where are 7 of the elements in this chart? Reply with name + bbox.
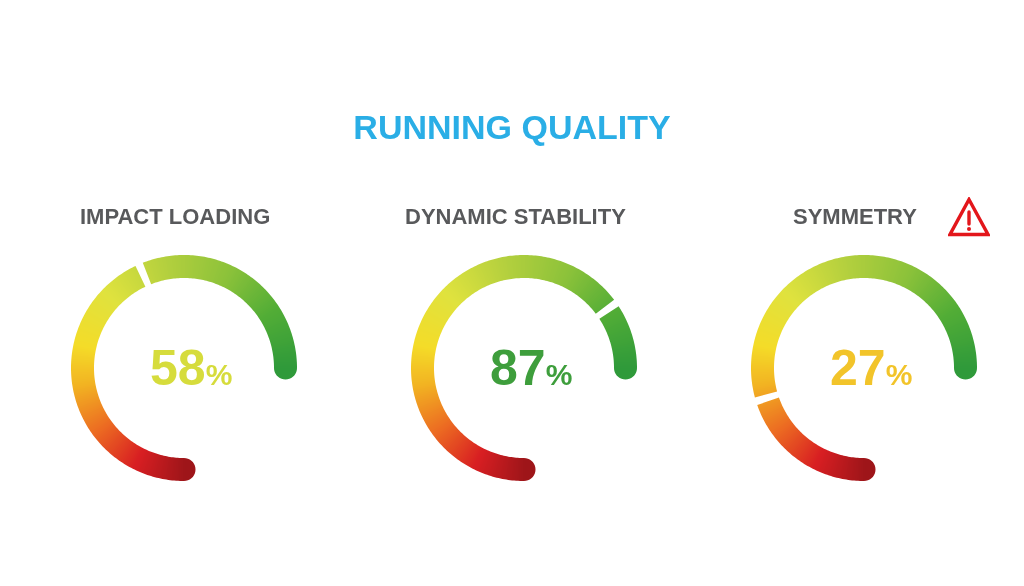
category-label: IMPACT LOADING xyxy=(80,204,271,229)
category-label: SYMMETRY xyxy=(793,204,918,229)
data-label: 27% xyxy=(830,340,913,396)
text: RUNNING QUALITY xyxy=(353,107,671,146)
category-label: DYNAMIC STABILITY xyxy=(405,204,627,229)
data-label: 87% xyxy=(490,340,573,396)
data-label: 58% xyxy=(150,340,233,396)
